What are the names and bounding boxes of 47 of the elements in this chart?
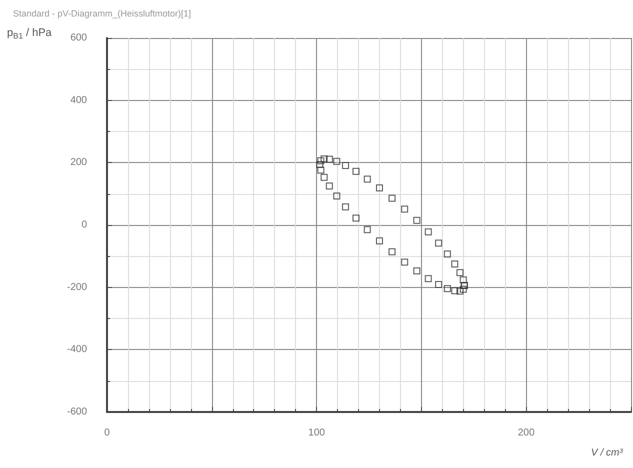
point <box>388 248 396 256</box>
point <box>401 206 408 213</box>
point <box>424 228 432 236</box>
point <box>401 258 408 266</box>
point <box>460 276 467 284</box>
y-tick-label: -200 <box>66 282 88 293</box>
point <box>413 267 420 274</box>
point <box>456 269 464 276</box>
point <box>435 240 442 247</box>
point <box>376 184 383 192</box>
x-tick-label: 100 <box>308 428 326 438</box>
point <box>364 226 371 234</box>
point <box>460 286 467 293</box>
point <box>413 216 420 224</box>
point <box>320 174 328 181</box>
point <box>333 192 340 200</box>
y-tick-label: -600 <box>66 406 88 418</box>
point <box>320 155 328 162</box>
point <box>317 166 324 174</box>
point <box>456 288 464 295</box>
point <box>424 275 432 282</box>
point <box>317 157 324 164</box>
point <box>451 260 458 268</box>
x-axis-title: V / cm³ <box>591 448 624 458</box>
point <box>333 158 340 165</box>
y-tick-label: 0 <box>81 220 88 230</box>
point <box>444 285 451 292</box>
point <box>444 250 451 258</box>
y-tick-label: 200 <box>70 157 88 168</box>
x-tick-label: 0 <box>104 428 110 438</box>
y-tick-label: 400 <box>70 94 88 106</box>
point <box>352 168 360 175</box>
y-tick-label: 600 <box>70 32 88 44</box>
x-tick-label: 200 <box>518 428 535 438</box>
y-tick-label: -400 <box>66 344 88 356</box>
point <box>342 162 350 169</box>
point <box>435 281 442 288</box>
point <box>352 214 360 222</box>
point <box>376 237 383 244</box>
point <box>326 156 333 163</box>
chart-title: Standard - pV-Diagramm_(Heissluftmotor)[1] <box>13 8 192 18</box>
point <box>364 176 371 183</box>
point <box>316 161 324 168</box>
point <box>451 287 458 294</box>
point <box>388 194 396 202</box>
point <box>326 182 333 190</box>
point <box>342 203 350 210</box>
